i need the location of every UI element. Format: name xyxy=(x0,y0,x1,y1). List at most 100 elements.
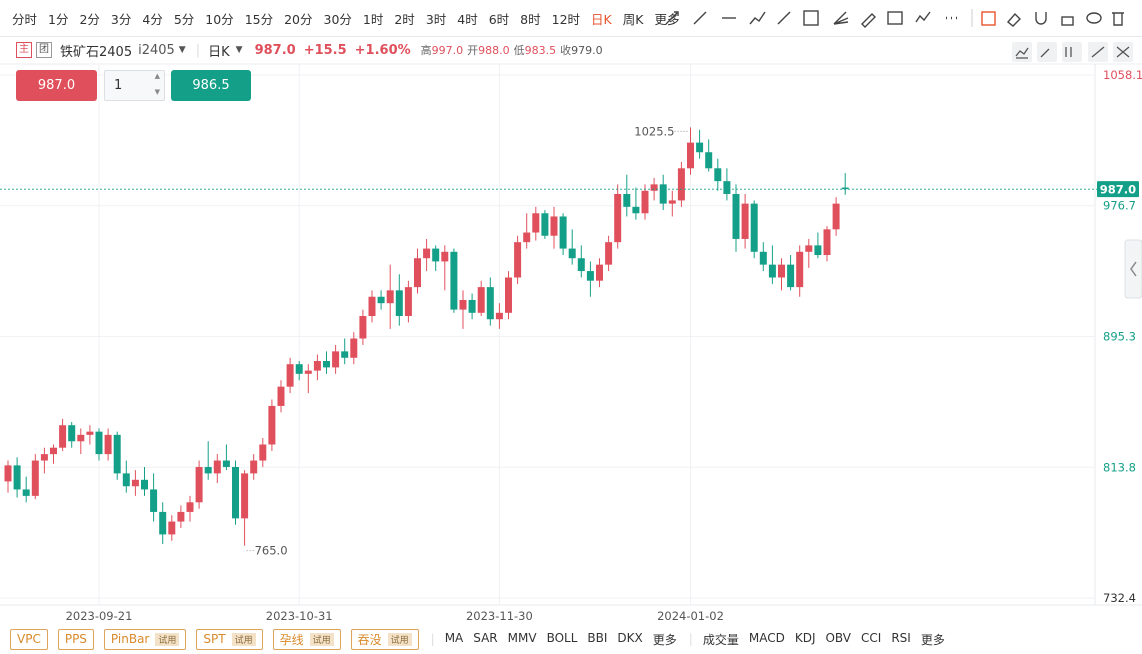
pattern-tag[interactable]: SPT 试用 xyxy=(196,628,263,650)
period-option[interactable]: 2分 xyxy=(79,11,100,27)
header-icons xyxy=(1012,42,1133,62)
candle-body xyxy=(532,213,540,233)
candle-body xyxy=(468,299,476,313)
period-list: 分时 1分 2分 3分 4分 5分 10分 15分 20分 30分 1时 2时 3时 4时 6时 8时 12时日… xyxy=(12,9,690,28)
stat-value: 988.0 xyxy=(478,44,510,57)
period-option[interactable]: 1分 xyxy=(48,11,69,27)
candle-body xyxy=(359,316,367,339)
instrument-name[interactable]: 铁矿石2405 xyxy=(60,44,133,60)
candle-body xyxy=(304,370,312,374)
toolbar: 分时 1分 2分 3分 4分 5分 10分 15分 20分 30分 1时 2时 3时 4时 6时 8时 12时日… xyxy=(0,0,1142,37)
pattern-name: SPT xyxy=(203,632,226,646)
period-option[interactable]: 12时 xyxy=(551,11,581,27)
tool-magnet[interactable] xyxy=(1035,12,1047,25)
main-indicator[interactable]: BOLL xyxy=(546,630,578,645)
drawing-tools xyxy=(665,9,1124,28)
header: 主 团 铁矿石2405 i2405 ▼ | 日K ▼ 987.0 +15.5 +… xyxy=(0,37,1142,63)
sell-button[interactable]: 987.0 xyxy=(16,70,97,101)
main-indicator[interactable]: MA xyxy=(444,630,464,645)
main-indicator[interactable]: SAR xyxy=(473,630,498,645)
period-option[interactable]: 3分 xyxy=(110,11,132,27)
period-option[interactable]: 8时 xyxy=(520,11,541,27)
candle-body xyxy=(759,251,767,265)
tool-polyline[interactable] xyxy=(749,11,766,25)
candle-body xyxy=(141,479,148,490)
candle-body xyxy=(705,152,713,169)
sub-indicator[interactable]: 更多 xyxy=(920,632,945,647)
period-option[interactable]: 更多 xyxy=(654,11,680,27)
candle-body xyxy=(86,431,94,435)
pattern-tag[interactable]: VPC xyxy=(10,628,48,650)
pattern-tag[interactable]: PPS xyxy=(57,628,94,650)
spin-down[interactable]: ▼ xyxy=(154,88,160,96)
tool-eye[interactable] xyxy=(1086,12,1102,24)
sub-indicator[interactable]: MACD xyxy=(748,630,785,645)
candle-body xyxy=(341,351,349,358)
candle-body xyxy=(750,203,758,252)
tool-fan[interactable] xyxy=(833,11,849,25)
sub-indicator[interactable]: KDJ xyxy=(794,630,816,645)
qty-input[interactable]: 1 ▲ ▼ xyxy=(104,70,165,101)
period-option[interactable]: 20分 xyxy=(284,11,313,27)
pattern-tag[interactable]: 孕线 试用 xyxy=(272,628,341,650)
last-price-box xyxy=(1097,181,1139,198)
collapse-tab[interactable] xyxy=(1124,239,1142,299)
tool-eraser[interactable] xyxy=(1006,12,1021,27)
candle-body xyxy=(13,465,21,490)
tool-segment[interactable] xyxy=(777,11,791,25)
period-option[interactable]: 4时 xyxy=(457,11,478,27)
candle-body xyxy=(650,184,658,191)
pattern-tag[interactable]: PinBar 试用 xyxy=(103,628,187,650)
candle-body xyxy=(623,193,631,207)
icon-button[interactable] xyxy=(1037,42,1057,62)
period-option[interactable]: 30分 xyxy=(323,11,352,27)
period-option[interactable]: 5分 xyxy=(173,11,195,27)
period-option[interactable]: 日K xyxy=(591,11,612,27)
tag[interactable]: 主 xyxy=(16,42,32,58)
sub-indicator[interactable]: RSI xyxy=(891,630,911,645)
stat-value: 997.0 xyxy=(431,44,464,57)
period-option[interactable]: 10分 xyxy=(205,11,234,27)
period[interactable]: 日K xyxy=(208,44,230,60)
tool-wave[interactable] xyxy=(915,11,931,23)
candle-body xyxy=(550,216,558,236)
tool-line[interactable] xyxy=(693,11,707,25)
sub-indicator[interactable]: CCI xyxy=(861,630,882,645)
tool-delete[interactable] xyxy=(1112,12,1124,26)
period-option[interactable]: 分时 xyxy=(12,11,38,27)
candle-body xyxy=(559,216,567,249)
main-indicator[interactable]: 更多 xyxy=(652,632,677,647)
period-option[interactable]: 4分 xyxy=(142,11,163,27)
candle-body xyxy=(450,251,458,310)
main-indicator[interactable]: DKX xyxy=(617,630,643,645)
period-option[interactable]: 1时 xyxy=(362,11,384,27)
period-option[interactable]: 15分 xyxy=(244,11,274,27)
icon-button[interactable] xyxy=(1062,42,1082,62)
tool-pen[interactable] xyxy=(861,13,876,28)
period-option[interactable]: 3时 xyxy=(425,11,447,27)
price: 987.0 xyxy=(254,42,296,58)
badge: 试用 xyxy=(231,632,256,646)
candle-body xyxy=(295,364,303,374)
stat-label: 低 xyxy=(513,44,525,57)
tool-image[interactable] xyxy=(887,11,903,25)
tag[interactable]: 团 xyxy=(36,42,52,58)
sub-indicator[interactable]: 成交量 xyxy=(702,632,739,647)
buy-button[interactable]: 986.5 xyxy=(171,70,251,101)
period-option[interactable]: 2时 xyxy=(394,11,415,27)
sub-indicator[interactable]: OBV xyxy=(825,630,852,645)
tool-ray[interactable] xyxy=(665,11,679,25)
tool-edit[interactable] xyxy=(981,11,996,26)
period-option[interactable]: 周K xyxy=(622,11,644,27)
candle-body xyxy=(814,245,822,256)
tool-fib[interactable] xyxy=(803,10,819,26)
instrument-code[interactable]: i2405 xyxy=(138,42,175,58)
period-option[interactable]: 6时 xyxy=(488,11,510,27)
pattern-tag[interactable]: 吞没 试用 xyxy=(350,628,419,650)
main-indicator[interactable]: MMV xyxy=(507,630,537,645)
spin-up[interactable]: ▲ xyxy=(154,72,160,80)
tool-lock[interactable] xyxy=(1061,16,1074,26)
main-indicator[interactable]: BBI xyxy=(587,630,608,645)
candle-body xyxy=(277,386,285,406)
